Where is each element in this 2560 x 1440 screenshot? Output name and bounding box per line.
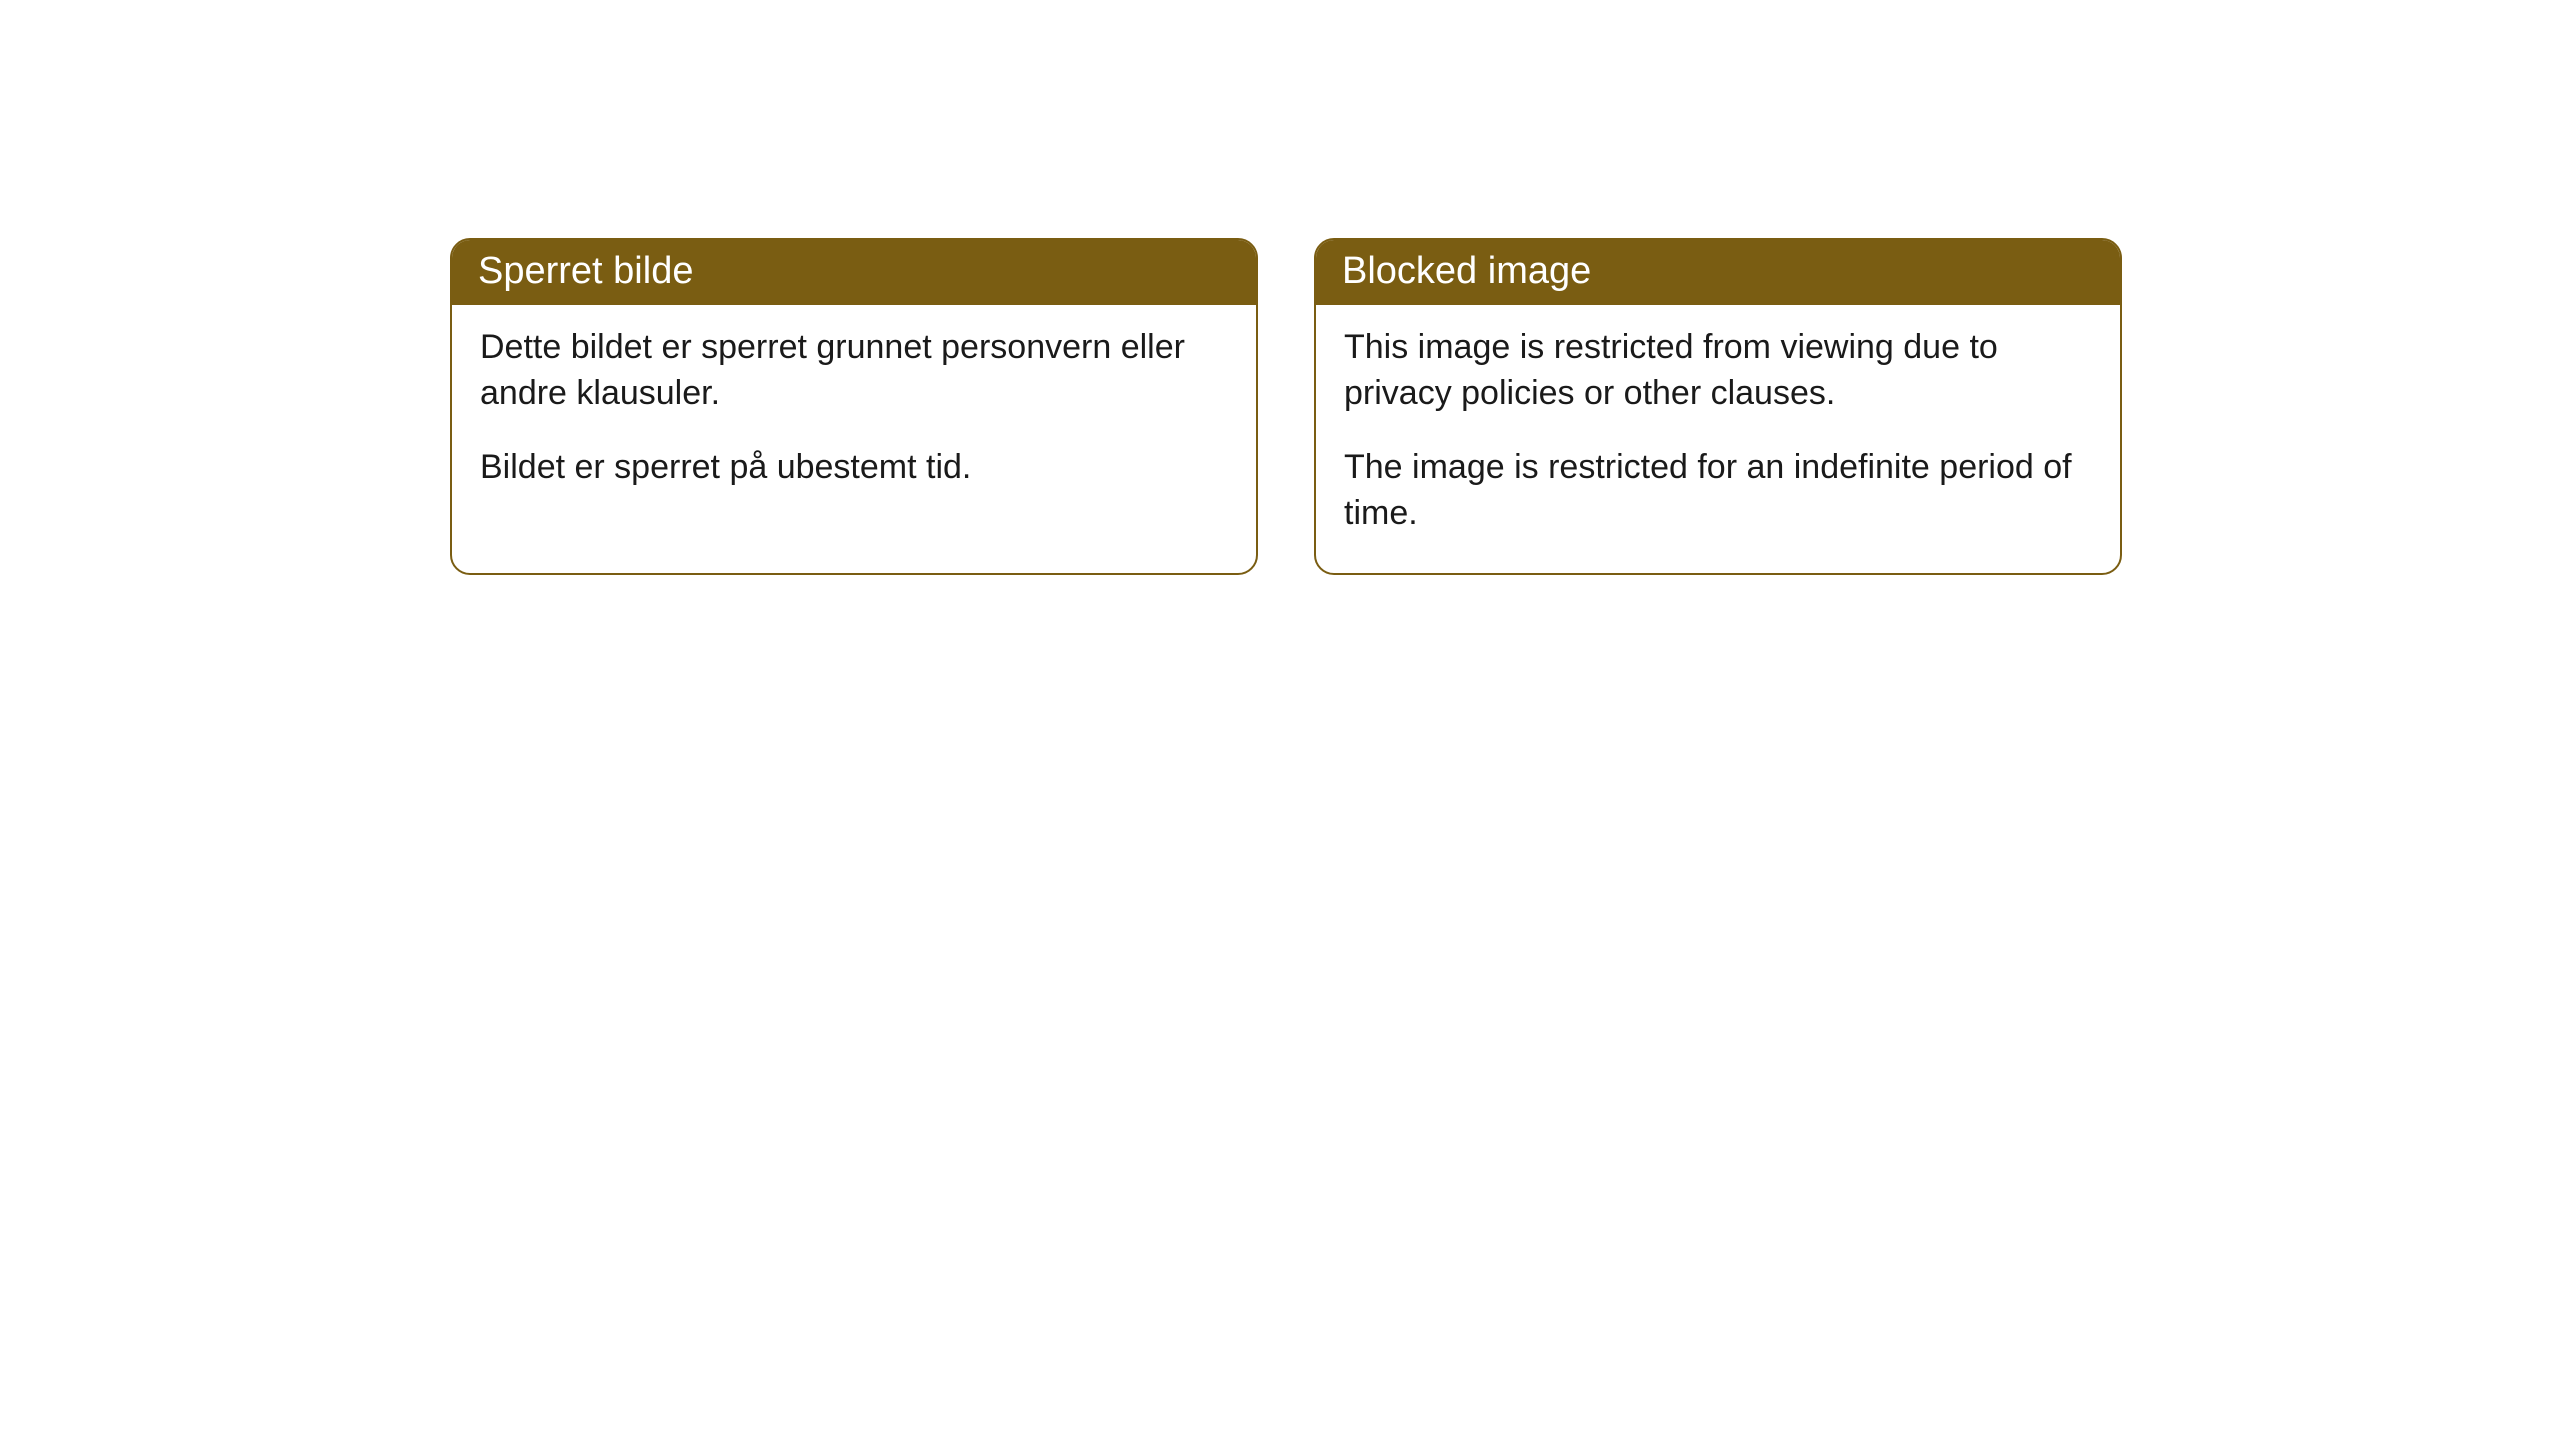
- card-body: This image is restricted from viewing du…: [1316, 305, 2120, 573]
- card-header: Sperret bilde: [452, 240, 1256, 305]
- card-title: Sperret bilde: [478, 250, 693, 292]
- card-paragraph: This image is restricted from viewing du…: [1344, 325, 2092, 417]
- blocked-image-card-english: Blocked image This image is restricted f…: [1314, 238, 2122, 575]
- card-body: Dette bildet er sperret grunnet personve…: [452, 305, 1256, 527]
- card-paragraph: Bildet er sperret på ubestemt tid.: [480, 445, 1228, 491]
- card-paragraph: The image is restricted for an indefinit…: [1344, 445, 2092, 537]
- card-header: Blocked image: [1316, 240, 2120, 305]
- notice-container: Sperret bilde Dette bildet er sperret gr…: [0, 0, 2560, 575]
- card-title: Blocked image: [1342, 250, 1591, 292]
- card-paragraph: Dette bildet er sperret grunnet personve…: [480, 325, 1228, 417]
- blocked-image-card-norwegian: Sperret bilde Dette bildet er sperret gr…: [450, 238, 1258, 575]
